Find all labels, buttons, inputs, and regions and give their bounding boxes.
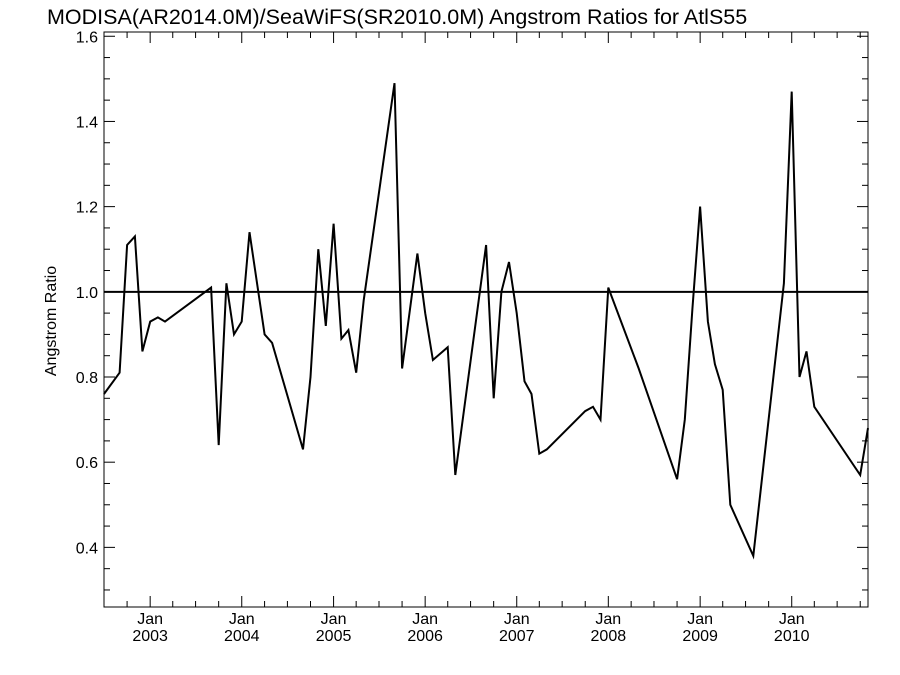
x-tick-year-label: 2003: [132, 628, 168, 645]
x-tick-month-label: Jan: [687, 611, 713, 628]
y-tick-label: 0.6: [76, 455, 98, 472]
x-tick-year-label: 2010: [774, 628, 810, 645]
x-tick-month-label: Jan: [504, 611, 530, 628]
series-line: [103, 82, 869, 560]
y-tick-label: 1.4: [76, 114, 98, 131]
y-tick-label: 0.8: [76, 370, 98, 387]
x-tick-month-label: Jan: [595, 611, 621, 628]
x-tick-year-label: 2006: [407, 628, 443, 645]
y-tick-label: 1.2: [76, 200, 98, 217]
x-tick-year-label: 2009: [682, 628, 718, 645]
x-tick-year-label: 2004: [224, 628, 260, 645]
x-tick-year-label: 2005: [316, 628, 352, 645]
x-tick-month-label: Jan: [779, 611, 805, 628]
y-tick-label: 1.0: [76, 285, 98, 302]
x-tick-year-label: 2007: [499, 628, 535, 645]
y-axis-title: Angstrom Ratio: [43, 266, 60, 376]
series-layer: [103, 82, 869, 560]
chart-title: MODISA(AR2014.0M)/SeaWiFS(SR2010.0M) Ang…: [47, 5, 748, 29]
x-tick-year-label: 2008: [591, 628, 627, 645]
x-tick-month-label: Jan: [137, 611, 163, 628]
y-tick-label: 0.4: [76, 540, 98, 557]
plot-frame: [103, 31, 869, 608]
x-tick-month-label: Jan: [321, 611, 347, 628]
x-tick-month-label: Jan: [229, 611, 255, 628]
ticks-layer: 0.40.60.81.01.21.41.6Jan2003Jan2004Jan20…: [76, 29, 868, 645]
y-tick-label: 1.6: [76, 29, 98, 46]
x-tick-month-label: Jan: [412, 611, 438, 628]
